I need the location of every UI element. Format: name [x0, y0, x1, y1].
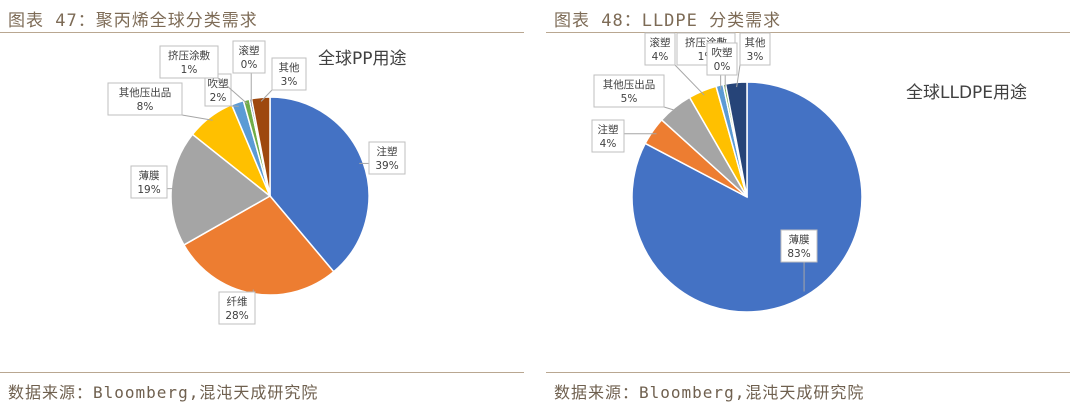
slice-percent-4: 2%	[210, 92, 227, 104]
slice-percent-1: 28%	[225, 310, 248, 322]
lldpe-pie-chart: 全球LLDPE用途薄膜83%注塑4%其他压出品5%滚塑4%挤压涂敷1%吹塑0%其…	[591, 32, 1027, 313]
slice-percent-3: 8%	[137, 101, 154, 113]
source-divider	[546, 372, 1070, 373]
chart-title: 全球LLDPE用途	[906, 83, 1027, 103]
chart-title: 全球PP用途	[318, 49, 407, 69]
slice-percent-3: 4%	[652, 51, 669, 63]
data-label-box-3	[644, 32, 676, 66]
slice-percent-7: 3%	[281, 76, 298, 88]
data-label-box-0	[368, 141, 406, 175]
slice-percent-2: 5%	[621, 93, 638, 105]
slice-label-3: 其他压出品	[119, 86, 172, 99]
slice-percent-5: 1%	[181, 64, 198, 76]
data-label-box-1	[218, 291, 256, 325]
leader-line-3	[674, 64, 705, 96]
slice-percent-0: 39%	[375, 160, 398, 172]
leader-line-7	[260, 89, 273, 102]
source-divider	[0, 372, 524, 373]
data-label-box-2	[593, 74, 665, 108]
data-label-box-7	[271, 57, 307, 91]
slice-label-4: 吹塑	[208, 77, 229, 90]
figure-48-panel: 图表 48：LLDPE 分类需求 全球LLDPE用途薄膜 83% 注塑 4% 其他压出品…	[546, 0, 1078, 413]
leader-line-6	[736, 64, 741, 88]
slice-label-1: 注塑	[598, 123, 619, 136]
slice-label-3: 滚塑	[650, 36, 671, 49]
slice-label-7: 其他	[279, 61, 300, 74]
slice-label-0: 薄膜	[789, 233, 810, 246]
slice-percent-0: 83%	[787, 248, 810, 260]
slice-label-2: 薄膜	[139, 169, 160, 182]
figure-caption: 图表 48：LLDPE 分类需求	[554, 11, 782, 31]
slice-label-5: 吹塑	[712, 46, 733, 59]
data-label-box-5	[159, 45, 219, 79]
slice-percent-6: 3%	[747, 51, 764, 63]
data-label-box-6	[739, 32, 771, 66]
source-note: 数据来源：Bloomberg,混沌天成研究院	[554, 383, 865, 402]
slice-percent-5: 0%	[714, 61, 731, 73]
pie-slice-0	[269, 96, 370, 273]
data-label-box-6	[232, 40, 266, 74]
slice-label-6: 其他	[745, 36, 766, 49]
leader-line-3	[181, 114, 213, 121]
data-label-box-1	[591, 119, 625, 153]
slice-percent-2: 19%	[137, 184, 160, 196]
leader-line-5	[217, 77, 248, 105]
slice-percent-6: 0%	[241, 59, 258, 71]
slice-label-0: 注塑	[377, 145, 398, 158]
data-label-box-2	[130, 165, 168, 199]
slice-percent-1: 4%	[600, 138, 617, 150]
data-label-box-5	[706, 42, 738, 76]
slice-label-6: 滚塑	[239, 44, 260, 57]
slice-label-1: 纤维	[227, 295, 248, 308]
caption-divider	[546, 32, 1070, 33]
figure-caption: 图表 47：聚丙烯全球分类需求	[8, 11, 258, 31]
slice-label-5: 挤压涂敷	[168, 49, 210, 62]
leader-line-2	[663, 106, 678, 112]
data-label-box-3	[107, 82, 183, 116]
figure-47-panel: 图表 47：聚丙烯全球分类需求 全球PP用途注塑 39% 纤维 28% 薄膜 19% 其他压…	[0, 0, 532, 413]
caption-divider	[0, 32, 524, 33]
slice-label-2: 其他压出品	[603, 78, 656, 91]
source-note: 数据来源：Bloomberg,混沌天成研究院	[8, 383, 319, 402]
data-label-box-0	[780, 229, 818, 263]
